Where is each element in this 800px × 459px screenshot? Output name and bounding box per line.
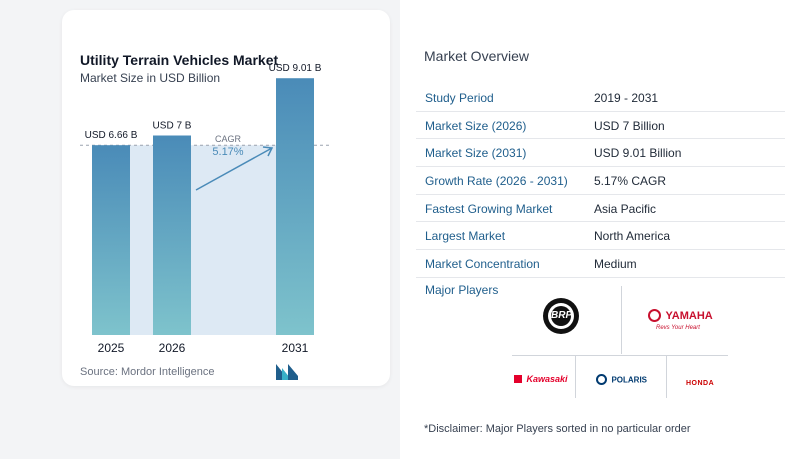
row-value: 5.17% CAGR <box>594 174 667 189</box>
brp-logo-icon <box>543 298 579 334</box>
grid-divider <box>512 355 728 356</box>
yamaha-logo-text: YAMAHA <box>665 309 713 322</box>
table-row: Market Size (2026) USD 7 Billion <box>416 112 785 140</box>
x-tick-label: 2025 <box>98 341 125 355</box>
x-tick-label: 2031 <box>282 341 309 355</box>
table-row: Fastest Growing Market Asia Pacific <box>416 195 785 223</box>
market-overview-title: Market Overview <box>424 48 530 64</box>
cagr-arrowhead-icon <box>262 146 274 157</box>
table-row: Growth Rate (2026 - 2031) 5.17% CAGR <box>416 167 785 195</box>
row-value: USD 7 Billion <box>594 118 665 133</box>
cagr-arrow <box>195 147 273 191</box>
polaris-logo: POLARIS <box>596 371 647 389</box>
row-value: USD 9.01 Billion <box>594 146 682 161</box>
row-label: Market Size (2026) <box>425 118 527 133</box>
bar <box>92 145 130 335</box>
table-row: Largest Market North America <box>416 222 785 251</box>
bar-value-label: USD 7 B <box>153 121 192 132</box>
grid-divider <box>666 356 667 398</box>
yamaha-emblem-icon <box>648 309 661 323</box>
mordor-logo-icon <box>276 364 298 380</box>
grid-divider <box>575 356 576 398</box>
polaris-logo-text: POLARIS <box>611 375 648 385</box>
bar <box>276 78 314 335</box>
bar-chart: USD 6.66 B 2025 USD 7 B 2026 USD 9.01 B 2031 C… <box>80 63 330 355</box>
bar-value-label: USD 6.66 B <box>85 130 138 141</box>
yamaha-tagline: Revs Your Heart <box>656 325 700 331</box>
disclaimer: *Disclaimer: Major Players sorted in no … <box>424 423 691 435</box>
table-row: Study Period 2019 - 2031 <box>416 84 785 112</box>
row-value: Asia Pacific <box>594 201 657 216</box>
row-label: Fastest Growing Market <box>425 201 553 216</box>
kawasaki-emblem-icon <box>514 374 522 383</box>
x-tick-label: 2026 <box>159 341 186 355</box>
row-label: Growth Rate (2026 - 2031) <box>425 174 568 189</box>
honda-logo-text: HONDA <box>686 380 715 387</box>
chart-title: Utility Terrain Vehicles Market <box>80 52 279 68</box>
cagr-value: 5.17% <box>212 146 243 158</box>
bar <box>153 135 191 335</box>
grid-divider <box>621 286 622 354</box>
brp-logo: BRP <box>536 296 586 341</box>
row-value: Medium <box>594 257 637 272</box>
comparison-band <box>130 145 276 335</box>
table-row: Market Concentration Medium <box>416 250 785 278</box>
row-label: Market Size (2031) <box>425 146 527 161</box>
bar-value-label: USD 9.01 B <box>269 63 322 74</box>
row-label: Market Concentration <box>425 257 540 272</box>
brp-logo-text: BRP <box>551 310 573 321</box>
row-value: 2019 - 2031 <box>594 91 659 105</box>
honda-logo: HONDA <box>686 372 714 390</box>
major-players-label: Major Players <box>425 283 499 297</box>
chart-subtitle: Market Size in USD Billion <box>80 71 221 85</box>
chart-source: Source: Mordor Intelligence <box>80 366 215 378</box>
kawasaki-logo-text: Kawasaki <box>526 373 568 384</box>
yamaha-logo: YAMAHA Revs Your Heart <box>648 307 713 331</box>
kawasaki-logo: Kawasaki <box>514 370 567 388</box>
row-value: North America <box>594 229 671 244</box>
polaris-emblem-icon <box>596 374 607 386</box>
cagr-label: CAGR <box>215 134 242 144</box>
table-row: Market Size (2031) USD 9.01 Billion <box>416 139 785 168</box>
row-label: Study Period <box>425 91 494 105</box>
row-label: Largest Market <box>425 229 506 244</box>
market-overview-table: Study Period 2019 - 2031 Market Size (20… <box>416 84 785 278</box>
